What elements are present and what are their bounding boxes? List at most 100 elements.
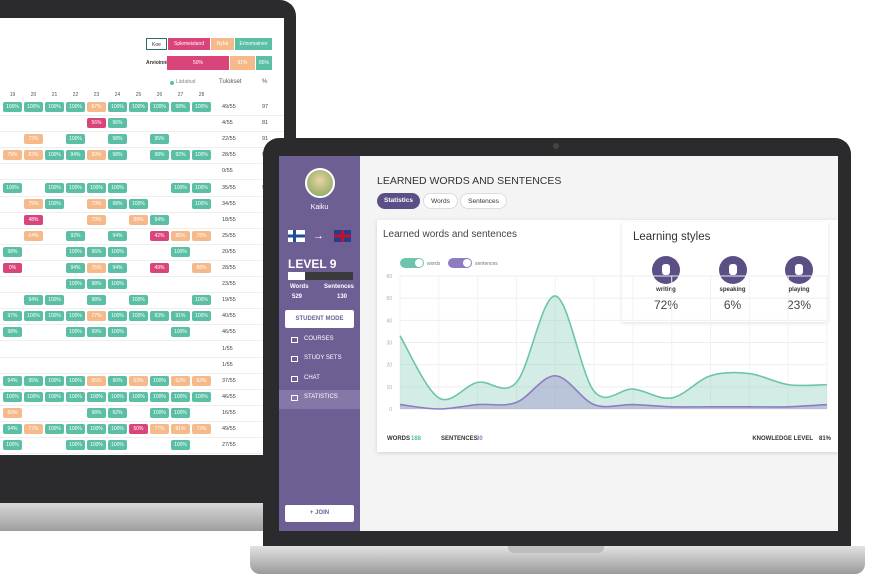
y-tick-label: 60 [386, 274, 392, 280]
score-cell: 98% [150, 150, 169, 161]
score-cell: 98% [87, 279, 106, 290]
score-cell: 98% [108, 198, 127, 209]
y-tick-label: 40 [386, 318, 392, 324]
score-cell: 97% [3, 311, 22, 322]
score-cell: 75% [87, 263, 106, 273]
filter-button[interactable]: Erinomainen [235, 38, 272, 50]
score-cell: 100% [45, 182, 64, 193]
score-cell: 100% [45, 102, 64, 112]
row-divider [0, 115, 284, 116]
flag-uk [334, 230, 351, 242]
filter-button[interactable]: Ryhä [211, 38, 234, 50]
row-divider [0, 372, 284, 374]
score-cell: 100% [3, 102, 22, 112]
card-title: Learned words and sentences [383, 229, 517, 240]
score-cell: 100% [171, 407, 190, 418]
row-divider [0, 195, 284, 197]
assessment-bar: 91% [230, 56, 255, 70]
score-cell: 100% [150, 407, 169, 418]
row-divider [0, 453, 284, 455]
score-cell: 100% [108, 424, 127, 434]
score-cell: 56% [87, 118, 106, 129]
score-cell: 100% [192, 311, 211, 322]
result: 23/55 [222, 281, 236, 288]
score-cell: 100% [66, 311, 85, 322]
score-cell: 100% [45, 391, 64, 402]
words-count: 529 [292, 294, 303, 300]
menu-item[interactable]: CHAT [304, 374, 320, 381]
score-cell: 94% [3, 424, 22, 434]
filter-button[interactable]: Splemeisland [168, 38, 210, 50]
score-cell: 100% [192, 198, 211, 209]
score-cell: 94% [24, 295, 43, 306]
score-cell: 98% [171, 102, 190, 112]
score-cell: 100% [66, 134, 85, 145]
score-cell: 95% [150, 134, 169, 145]
score-cell: 42% [150, 230, 169, 241]
score-cell: 98% [87, 295, 106, 306]
style-name: speaking [719, 287, 746, 293]
footer-knowledge: 81% [818, 436, 831, 442]
tab[interactable]: Statistics [377, 193, 420, 209]
result-percent: 91 [262, 136, 269, 143]
score-cell: 48% [24, 214, 43, 225]
score-cell: 100% [108, 391, 127, 402]
score-cell: 77% [24, 424, 43, 434]
score-cell: 95% [24, 375, 43, 386]
score-cell: 77% [150, 424, 169, 434]
score-cell: 100% [192, 295, 211, 306]
menu-item[interactable]: COURSES [304, 336, 334, 342]
level-progress [288, 272, 353, 280]
row-divider [0, 308, 284, 310]
result: 37/55 [222, 377, 236, 384]
column-header: 19 [9, 92, 16, 98]
percent-header: % [262, 79, 268, 85]
score-cell: 100% [66, 375, 85, 386]
sentences-label: Sentences [323, 284, 354, 290]
footer-sentences-label: SENTENCES [441, 436, 478, 442]
score-cell: 0% [3, 263, 22, 273]
score-cell: 100% [171, 327, 190, 338]
join-button[interactable]: + JOIN [285, 505, 354, 522]
column-header: 20 [30, 92, 37, 98]
page-title: LEARNED WORDS AND SENTENCES [377, 175, 562, 187]
score-cell: 88% [129, 214, 148, 225]
sentences-count: 130 [336, 294, 347, 300]
score-cell: 100% [66, 102, 85, 112]
assessment-label: Arvioinnit [146, 60, 170, 66]
legend-label: Lädattud [176, 79, 196, 85]
filter-button[interactable]: Koe [146, 38, 167, 50]
score-cell: 92% [66, 230, 85, 241]
score-cell: 99% [87, 327, 106, 338]
score-cell: 73% [87, 198, 106, 209]
score-cell: 100% [129, 198, 148, 209]
style-icon-glyph [728, 264, 737, 275]
left-laptop-base [0, 503, 300, 531]
footer-words: 188 [411, 436, 422, 442]
user-name: Kaiku [310, 204, 329, 211]
legend-label: words [427, 261, 441, 267]
menu-active-bg [279, 390, 360, 409]
score-cell: 98% [108, 150, 127, 161]
y-tick-label: 50 [386, 296, 392, 302]
score-cell: 64% [24, 230, 43, 241]
menu-item[interactable]: STATISTICS [304, 393, 338, 400]
tab[interactable]: Words [423, 193, 458, 209]
menu-item[interactable]: STUDY SETS [304, 355, 342, 362]
score-cell: 88% [192, 263, 211, 273]
arrow: → [313, 230, 324, 242]
student-mode-button[interactable]: STUDENT MODE [285, 310, 354, 328]
score-cell: 100% [108, 102, 127, 112]
row-divider [0, 227, 284, 229]
score-cell: 90% [108, 375, 127, 386]
score-cell: 100% [66, 327, 85, 338]
tab[interactable]: Sentences [460, 193, 507, 209]
score-cell: 91% [171, 311, 190, 322]
row-divider [0, 211, 284, 213]
result: 18/55 [222, 216, 236, 223]
score-cell: 100% [150, 375, 169, 386]
column-header: 25 [135, 92, 142, 98]
score-cell: 63% [192, 375, 211, 386]
style-name: writing [656, 287, 676, 293]
